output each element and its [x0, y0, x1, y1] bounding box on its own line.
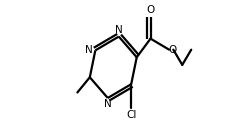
- Text: N: N: [115, 25, 123, 35]
- Text: O: O: [168, 45, 177, 55]
- Text: N: N: [104, 99, 112, 109]
- Text: O: O: [146, 5, 155, 15]
- Text: Cl: Cl: [126, 110, 136, 120]
- Text: N: N: [85, 45, 93, 55]
